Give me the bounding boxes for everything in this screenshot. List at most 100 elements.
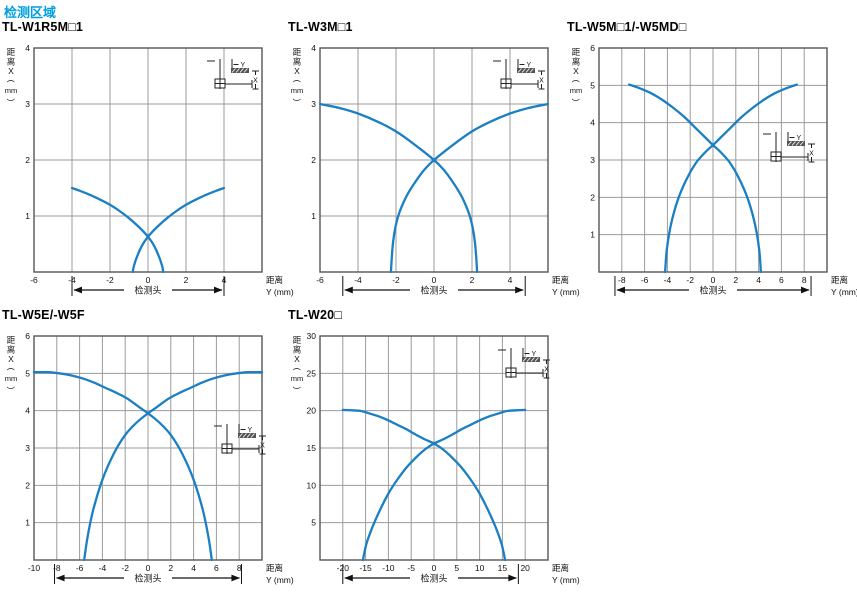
sensor-inset-icon: YX [214,424,266,455]
svg-text:-6: -6 [76,563,84,573]
svg-text:4: 4 [508,275,513,285]
y-tick-labels: 5 10 15 20 25 30 [307,331,317,528]
svg-text:4: 4 [25,43,30,53]
svg-text:离: 离 [7,57,16,67]
svg-text:(: ( [293,80,303,83]
x-tick-labels: -6 -4 -2 0 2 4 [316,275,512,285]
chart-block-tl-w3m1: TL-W3M□1 -6 -4 -2 0 2 4 1 2 3 4 距离 X(mm) 距离 Y (mm) 检测头… [288,20,580,310]
head-span-arrow: 检测头 [71,276,225,296]
svg-text:20: 20 [307,406,317,416]
plot-frame [598,47,828,273]
svg-text:Y (mm): Y (mm) [266,575,294,585]
chart-title: TL-W5E/-W5F [2,308,85,322]
svg-text:): ) [7,387,17,390]
head-span-arrow: 检测头 [342,276,526,296]
svg-text:Y (mm): Y (mm) [266,287,294,297]
svg-text:2: 2 [168,563,173,573]
plot-frame [33,47,263,273]
svg-text:Y (mm): Y (mm) [552,287,580,297]
svg-text:X: X [294,66,300,76]
svg-text:-2: -2 [106,275,114,285]
svg-text:4: 4 [191,563,196,573]
svg-text:X: X [573,66,579,76]
y-tick-labels: 1 2 3 4 [311,43,316,221]
svg-text:距离: 距离 [552,275,569,285]
svg-text:): ) [293,99,303,102]
chart-title: TL-W1R5M□1 [2,20,84,34]
svg-text:0: 0 [432,275,437,285]
svg-text:Y (mm): Y (mm) [552,575,580,585]
plot-frame [319,47,549,273]
svg-text:X: X [8,66,14,76]
svg-text:1: 1 [25,518,30,528]
svg-text:距离: 距离 [831,275,848,285]
svg-text:-4: -4 [354,275,362,285]
svg-text:6: 6 [25,331,30,341]
svg-text:检测头: 检测头 [134,285,161,296]
svg-text:X: X [294,354,300,364]
svg-text:30: 30 [307,331,317,341]
y-axis-label: 距离X (mm) [291,335,304,390]
svg-text:(: ( [293,368,303,371]
x-axis-title: 距离 Y (mm) [552,275,580,297]
svg-text:Y: Y [797,135,802,142]
svg-text:距离: 距离 [552,563,569,573]
svg-text:mm: mm [291,374,304,383]
head-span-arrow: 检测头 [342,564,519,584]
detection-area-chart: -20 -15 -10 -5 0 5 10 15 2051015202530距离X(mm)距离Y… [291,331,580,585]
svg-text:): ) [572,99,582,102]
detection-curves [628,83,798,274]
svg-text:(: ( [7,80,17,83]
head-span-arrow: 检测头 [54,564,242,584]
svg-text:4: 4 [311,43,316,53]
svg-text:8: 8 [802,275,807,285]
detection-curves [32,370,264,562]
svg-text:25: 25 [307,368,317,378]
svg-text:2: 2 [733,275,738,285]
svg-text:Y: Y [532,351,537,358]
svg-text:距: 距 [572,47,581,57]
svg-text:X: X [8,354,14,364]
sensor-inset-icon: YX [763,132,815,163]
svg-text:-4: -4 [664,275,672,285]
chart-title: TL-W20□ [288,308,343,322]
x-axis-title: 距离 Y (mm) [266,563,294,585]
svg-text:5: 5 [590,80,595,90]
x-axis-title: 距离 Y (mm) [552,563,580,585]
svg-text:-8: -8 [618,275,626,285]
svg-text:0: 0 [146,275,151,285]
sensor-inset-icon: YX [498,348,550,379]
svg-text:-6: -6 [316,275,324,285]
svg-text:-10: -10 [28,563,41,573]
svg-text:1: 1 [590,230,595,240]
svg-text:距离: 距离 [266,563,283,573]
svg-text:距离: 距离 [266,275,283,285]
svg-text:2: 2 [470,275,475,285]
y-axis-label: 距离X (mm) [5,47,18,102]
svg-text:检测头: 检测头 [420,285,447,296]
svg-text:1: 1 [311,211,316,221]
svg-text:X: X [260,443,265,450]
svg-text:X: X [809,151,814,158]
svg-text:3: 3 [590,155,595,165]
svg-text:15: 15 [307,443,317,453]
svg-text:X: X [539,78,544,85]
sensor-inset-icon: YX [493,59,545,90]
svg-text:离: 离 [572,57,581,67]
svg-text:3: 3 [25,443,30,453]
y-axis-label: 距离X (mm) [5,335,18,390]
svg-text:Y: Y [248,427,253,434]
svg-text:0: 0 [432,563,437,573]
svg-text:mm: mm [570,86,583,95]
svg-text:-4: -4 [99,563,107,573]
svg-text:离: 离 [293,57,302,67]
svg-text:-2: -2 [686,275,694,285]
chart-block-tl-w20: TL-W20□ -20 -15 -10 -5 0 5 10 15 20 5 10 15 20 25 30 距离… [288,308,580,598]
svg-text:20: 20 [520,563,530,573]
svg-text:4: 4 [756,275,761,285]
y-tick-labels: 1 2 3 4 [25,43,30,221]
svg-text:Y (mm): Y (mm) [831,287,857,297]
